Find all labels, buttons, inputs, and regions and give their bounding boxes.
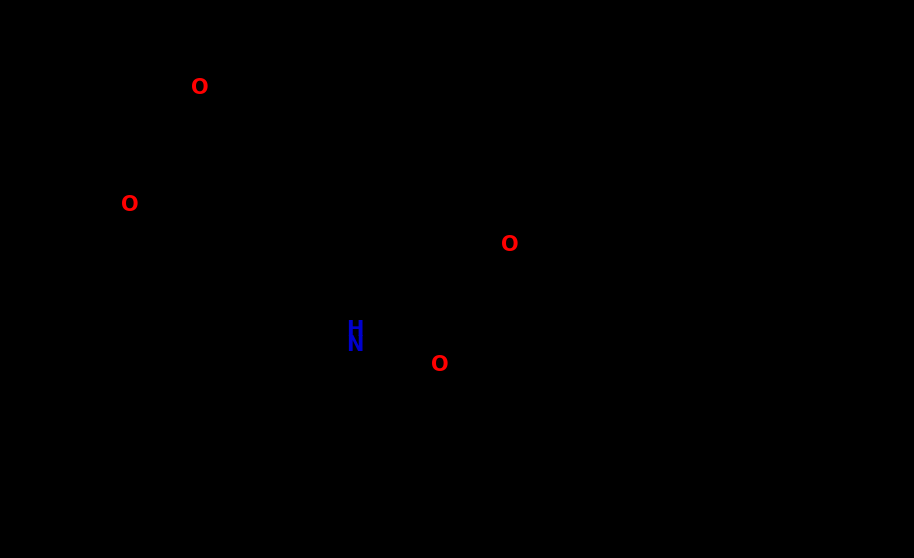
FancyBboxPatch shape [430,357,450,373]
Text: O: O [501,235,519,255]
Text: O: O [431,355,449,375]
Text: O: O [122,195,139,215]
FancyBboxPatch shape [190,80,210,96]
Text: O: O [191,78,208,98]
FancyBboxPatch shape [346,338,364,352]
Text: H: H [346,320,364,340]
FancyBboxPatch shape [346,323,364,337]
FancyBboxPatch shape [500,237,520,253]
Text: N: N [346,335,364,355]
FancyBboxPatch shape [120,197,140,213]
